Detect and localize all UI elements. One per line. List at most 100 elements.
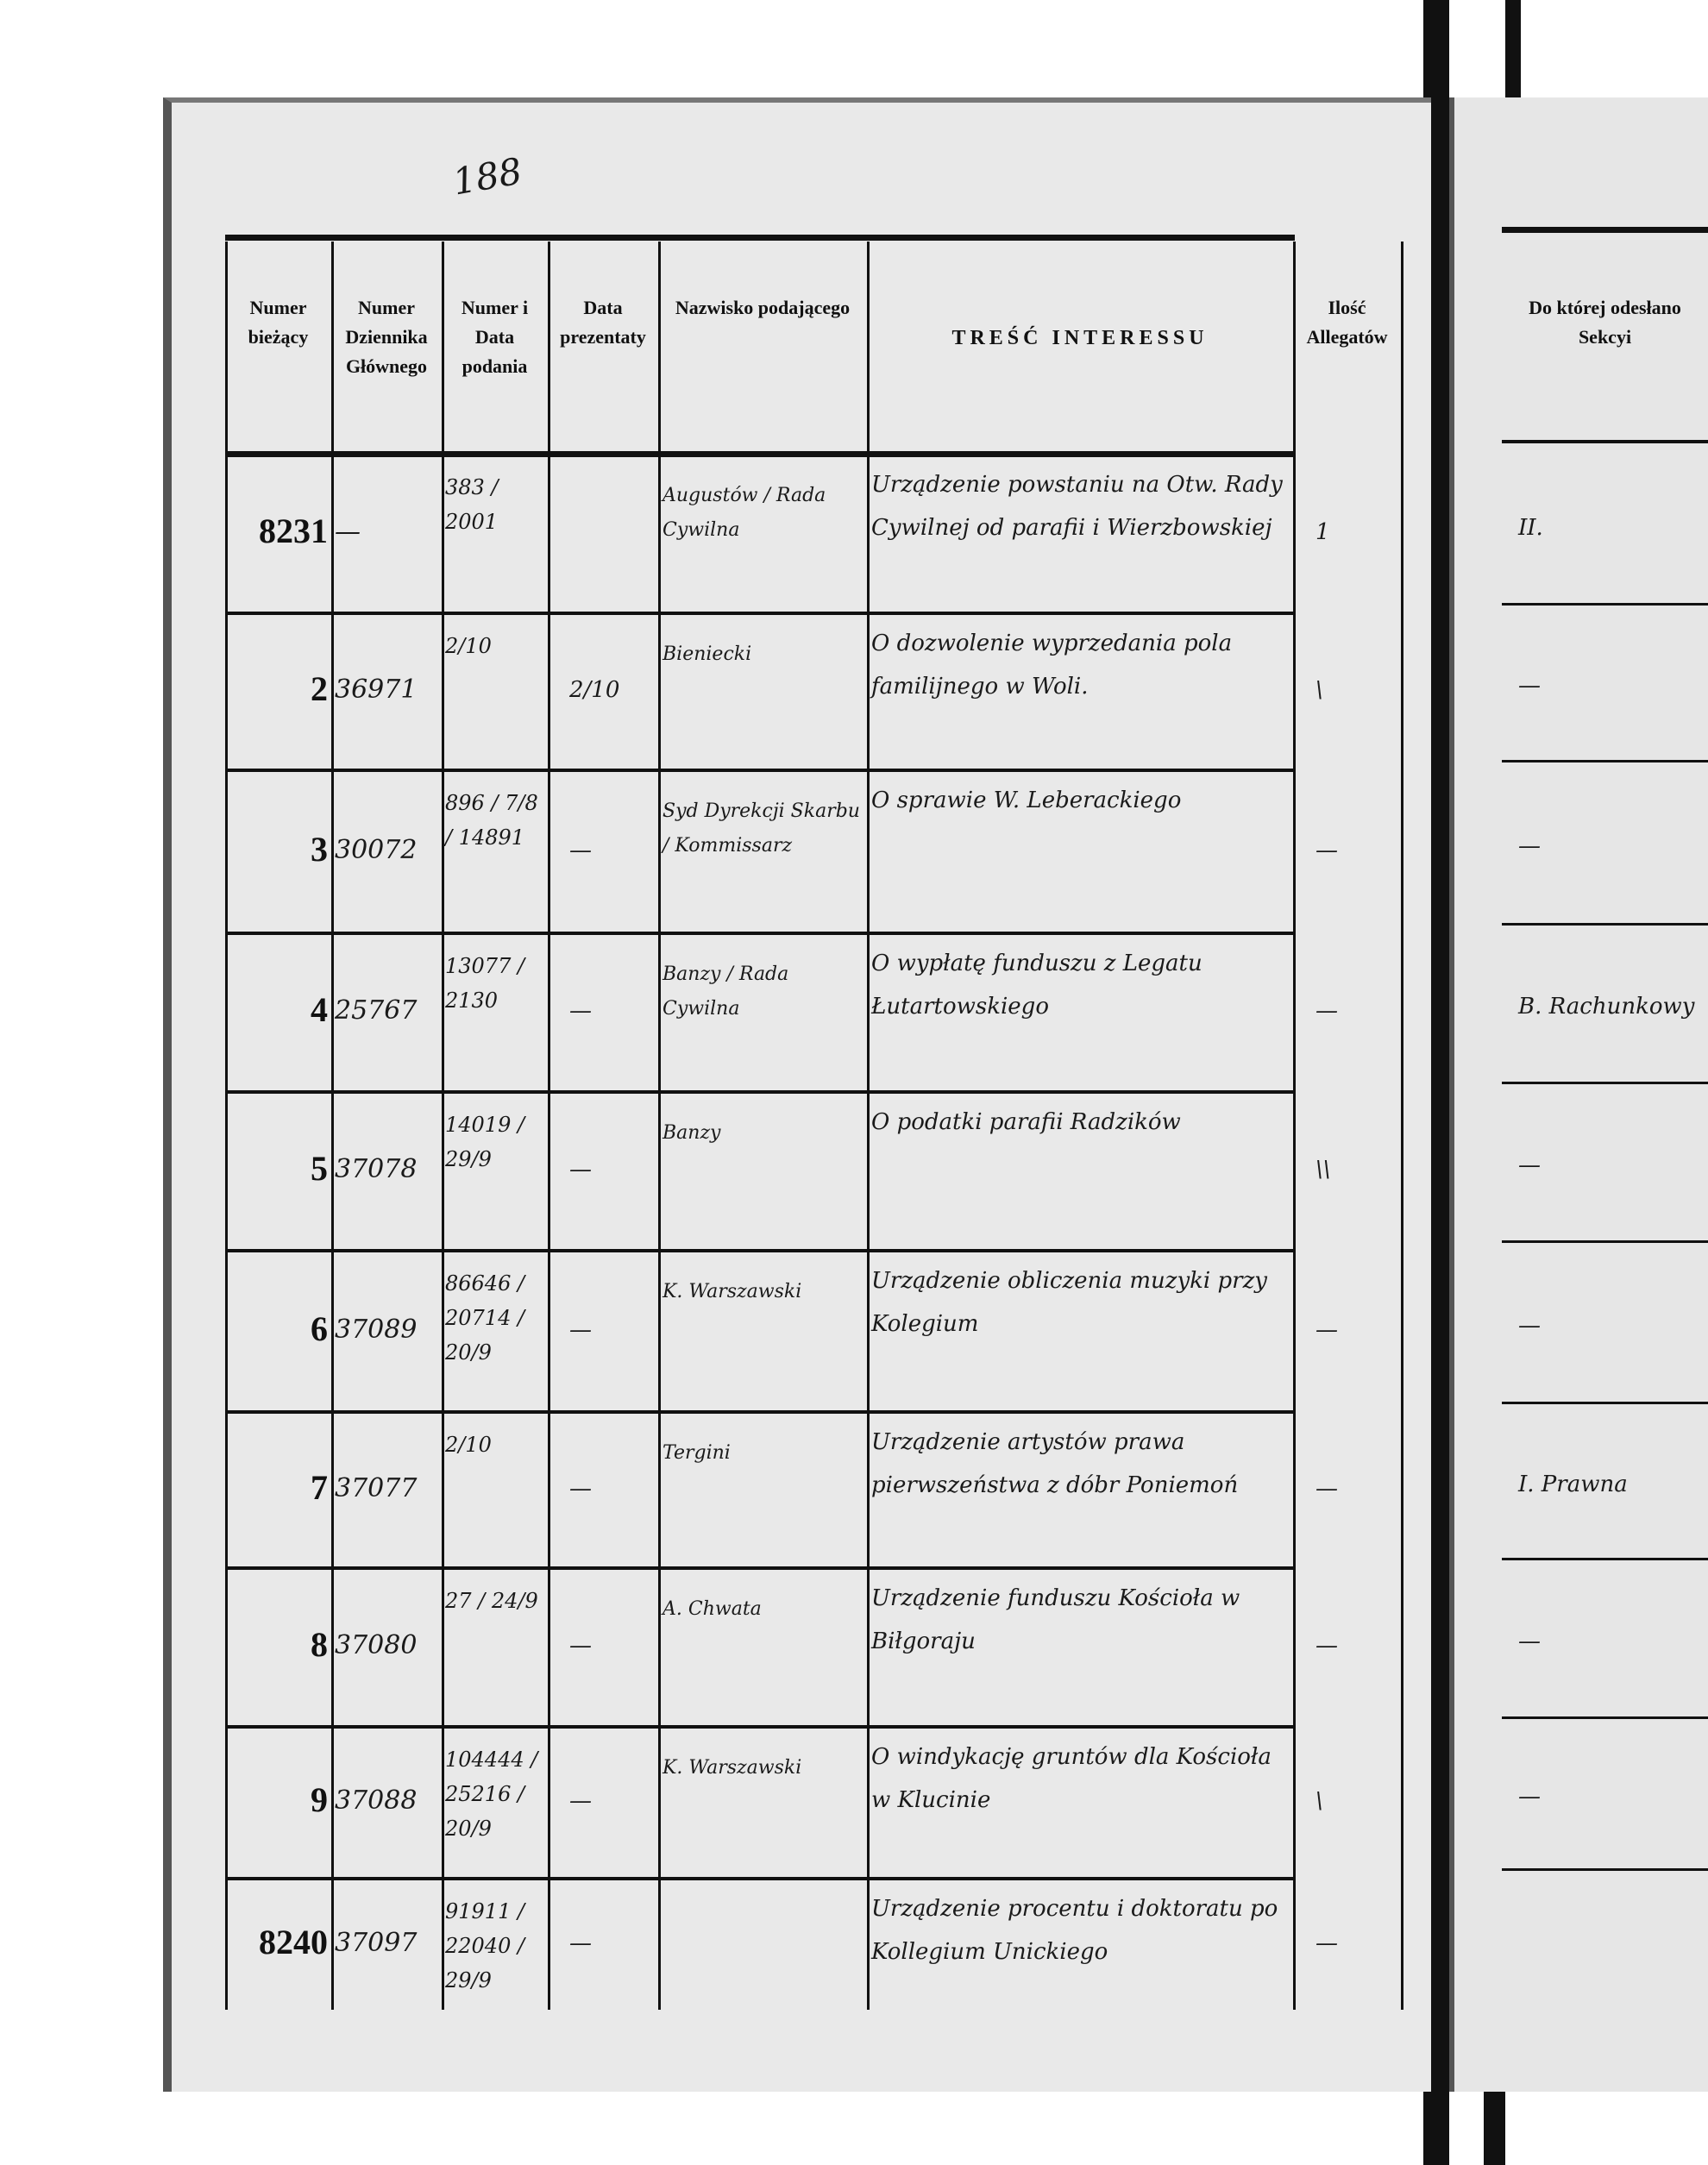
presentation-date: — <box>569 1633 592 1659</box>
section-sent-to: I. Prawna <box>1518 1471 1628 1497</box>
right-row-divider <box>1502 1868 1708 1871</box>
applicant-name: K. Warszawski <box>662 1757 802 1779</box>
section-sent-to: — <box>1518 1628 1541 1654</box>
column-rule <box>331 242 334 2010</box>
filing-number-date: 14019 / 29/9 <box>445 1113 525 1171</box>
ledger-facing-page <box>1449 97 1708 2092</box>
row-divider <box>225 1090 1295 1094</box>
filing-number-date: 2/10 <box>445 1433 492 1457</box>
matter-content: Urządzenie procentu i doktoratu po Kolle… <box>871 1896 1278 1965</box>
column-rule <box>867 242 870 2010</box>
matter-content: O windykację gruntów dla Kościoła w Kluc… <box>871 1744 1272 1813</box>
column-header: Numer bieżący <box>248 297 309 348</box>
attachments-count: — <box>1316 1633 1338 1659</box>
matter-content: Urządzenie obliczenia muzyki przy Kolegi… <box>871 1268 1267 1337</box>
journal-number: 37088 <box>335 1785 418 1816</box>
attachments-count: \ <box>1316 1788 1323 1814</box>
column-rule <box>442 242 444 2010</box>
attachments-count: \\ <box>1316 1157 1331 1183</box>
row-number: 8231 <box>259 511 328 550</box>
applicant-name: A. Chwata <box>662 1598 762 1620</box>
filing-number-date: 104444 / 25216 / 20/9 <box>445 1748 538 1841</box>
applicant-name: Banzy / Rada Cywilna <box>662 963 789 1020</box>
column-rule <box>548 242 550 2010</box>
journal-number: 37077 <box>335 1472 418 1503</box>
right-row-divider <box>1502 1082 1708 1084</box>
matter-content: O podatki parafii Radzików <box>871 1109 1181 1135</box>
ledger-page <box>163 97 1431 2092</box>
section-sent-to: II. <box>1518 515 1543 541</box>
section-sent-to: — <box>1518 832 1541 859</box>
row-number: 8240 <box>259 1923 328 1961</box>
journal-number: 37089 <box>335 1314 418 1345</box>
presentation-date: — <box>569 837 592 863</box>
journal-number: 37080 <box>335 1630 418 1660</box>
attachments-count: — <box>1316 1930 1338 1956</box>
presentation-date: 2/10 <box>569 677 620 703</box>
matter-content: O dozwolenie wyprzedania pola familijneg… <box>871 631 1233 700</box>
row-divider <box>225 1877 1295 1880</box>
section-sent-to: — <box>1518 1152 1541 1178</box>
attachments-count: — <box>1316 837 1338 863</box>
row-number: 5 <box>311 1149 328 1188</box>
row-number: 6 <box>311 1308 328 1348</box>
applicant-name: K. Warszawski <box>662 1281 802 1302</box>
presentation-date: — <box>569 1157 592 1183</box>
matter-content: O wypłatę funduszu z Legatu Łutartowskie… <box>871 951 1203 1020</box>
column-rule <box>225 242 228 2010</box>
filing-number-date: 86646 / 20714 / 20/9 <box>445 1271 525 1365</box>
column-rule <box>658 242 661 2010</box>
row-number: 7 <box>311 1467 328 1507</box>
applicant-name: Augustów / Rada Cywilna <box>662 485 826 541</box>
row-number: 8 <box>311 1625 328 1664</box>
right-row-divider <box>1502 1240 1708 1243</box>
filing-number-date: 896 / 7/8 / 14891 <box>445 791 538 850</box>
presentation-date: — <box>569 1316 592 1343</box>
column-header: Numer i Data podania <box>461 297 529 377</box>
presentation-date: — <box>569 1475 592 1502</box>
applicant-name: Syd Dyrekcji Skarbu / Kommissarz <box>662 800 860 857</box>
row-divider <box>225 1249 1295 1252</box>
attachments-count: — <box>1316 1316 1338 1343</box>
matter-content: Urządzenie funduszu Kościoła w Biłgoraju <box>871 1585 1240 1654</box>
journal-number: 37078 <box>335 1154 418 1184</box>
presentation-date: — <box>569 998 592 1024</box>
journal-number: 30072 <box>335 834 418 865</box>
attachments-count: \ <box>1316 677 1323 703</box>
column-rule <box>1293 242 1296 2010</box>
applicant-name: Bieniecki <box>662 643 752 665</box>
right-header-top-rule <box>1502 227 1708 233</box>
filing-number-date: 383 / 2001 <box>445 475 499 534</box>
row-divider <box>225 1566 1295 1570</box>
journal-number: 25767 <box>335 995 418 1026</box>
right-row-divider <box>1502 1558 1708 1560</box>
right-row-divider <box>1502 1716 1708 1719</box>
right-row-divider <box>1502 1402 1708 1404</box>
row-number: 9 <box>311 1780 328 1819</box>
section-sent-to: — <box>1518 673 1541 699</box>
presentation-date: — <box>569 1930 592 1956</box>
filing-number-date: 13077 / 2130 <box>445 954 525 1013</box>
right-row-divider <box>1502 923 1708 926</box>
column-rule <box>1401 242 1403 2010</box>
matter-content: Urządzenie artystów prawa pierwszeństwa … <box>871 1429 1239 1498</box>
right-row-divider <box>1502 603 1708 606</box>
section-sent-to: — <box>1518 1312 1541 1339</box>
column-header: TREŚĆ INTERESSU <box>951 327 1209 349</box>
scan-edge-band-top <box>1505 0 1521 99</box>
attachments-count: — <box>1316 998 1338 1024</box>
row-divider <box>225 769 1295 772</box>
applicant-name: Banzy <box>662 1122 721 1144</box>
section-sent-to: B. Rachunkowy <box>1518 994 1695 1020</box>
presentation-date: — <box>569 1788 592 1814</box>
right-header-bottom-rule <box>1502 440 1708 443</box>
column-header: Ilość Allegatów <box>1306 297 1388 348</box>
attachments-count: 1 <box>1316 519 1330 545</box>
applicant-name: Tergini <box>662 1442 731 1464</box>
row-divider <box>225 612 1295 615</box>
filing-number-date: 91911 / 22040 / 29/9 <box>445 1899 525 1992</box>
row-divider <box>225 1410 1295 1414</box>
scan-edge-band-bottom <box>1484 2092 1505 2165</box>
filing-number-date: 2/10 <box>445 634 492 658</box>
row-divider <box>225 932 1295 935</box>
